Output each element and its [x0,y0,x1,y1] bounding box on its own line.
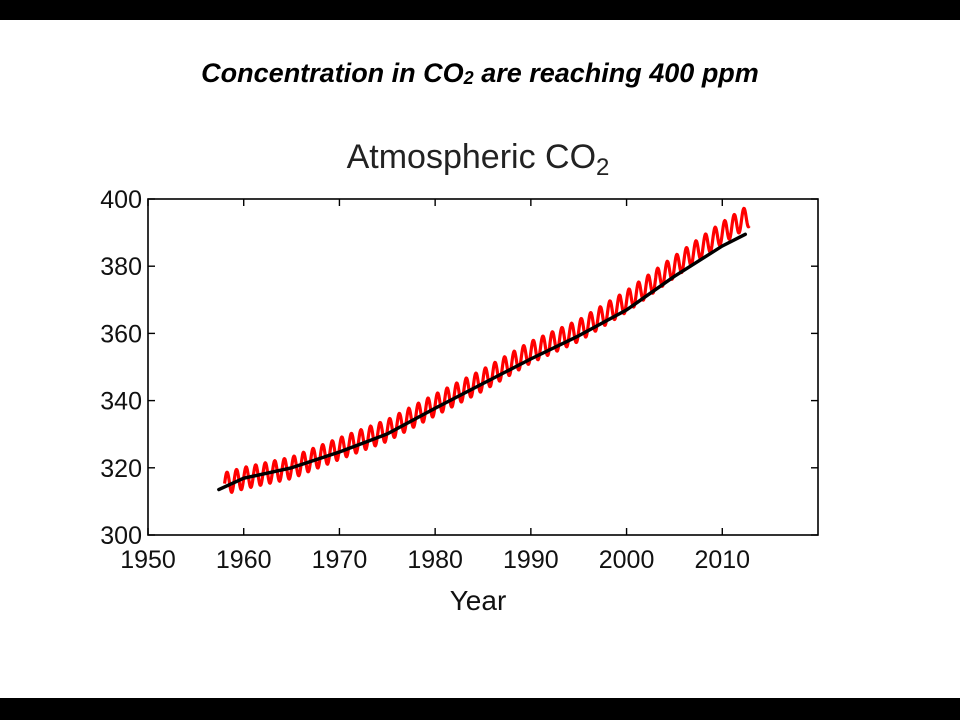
x-axis-label: Year [450,585,507,616]
y-tick-label: 340 [100,388,142,416]
plot-frame [147,198,819,536]
bottom-border-bar [0,698,960,720]
x-tick-label: 1970 [312,546,368,574]
slide-title-subscript: 2 [463,68,474,88]
y-tick-label: 400 [100,186,142,214]
x-tick-label: 1980 [407,546,463,574]
plot-area: 300 320 340 360 380 400 1950 1960 1970 1980 1990 20… [100,186,819,574]
x-tick-label: 1950 [120,546,176,574]
chart-title-main: Atmospheric CO [347,138,596,176]
x-tick-label: 2000 [599,546,655,574]
slide-title-end: are reaching 400 ppm [473,58,759,88]
slide-title-start: Concentration in CO [201,58,464,88]
x-tick-label: 1960 [216,546,272,574]
series-line-monthly [223,206,751,494]
chart-title-subscript: 2 [596,154,609,181]
y-tick-label: 380 [100,253,142,281]
y-tick-label: 300 [100,522,142,550]
x-tick-label: 1990 [503,546,559,574]
top-border-bar [0,0,960,20]
series-line-trend [217,232,747,492]
chart-title: Atmospheric CO2 [347,138,610,181]
x-tick-label: 2010 [694,546,750,574]
slide-title: Concentration in CO2 are reaching 400 pp… [0,58,960,89]
y-tick-label: 360 [100,320,142,348]
y-tick-label: 320 [100,455,142,483]
